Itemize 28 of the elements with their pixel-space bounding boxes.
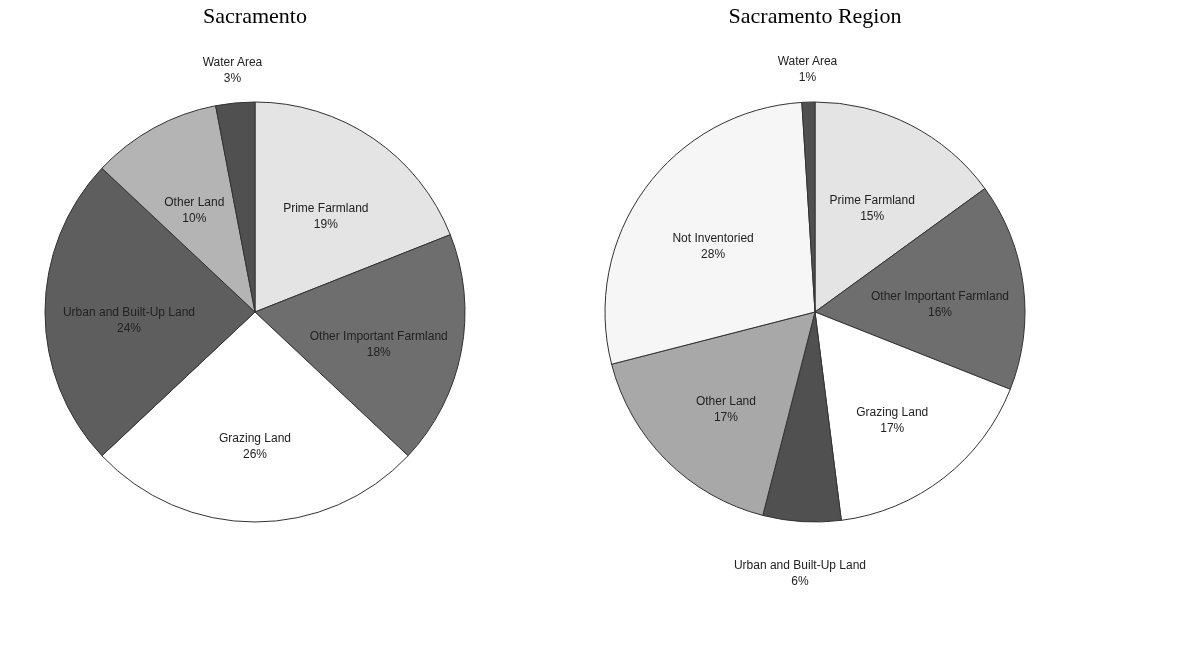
slice-label: Other Important Farmland	[870, 289, 1010, 304]
slice-label: Other Land	[164, 194, 225, 209]
data-label: 6%	[791, 573, 809, 588]
slice-label: Prime Farmland	[829, 192, 915, 207]
data-label: 3%	[223, 70, 242, 85]
slice-label: Other Important Farmland	[309, 328, 448, 343]
data-label: 24%	[116, 321, 142, 335]
data-label: 17%	[880, 420, 905, 435]
data-label: 15%	[860, 208, 885, 223]
data-label: 19%	[313, 216, 339, 231]
slice-label: Water Area	[202, 54, 263, 69]
slice-label: Prime Farmland	[283, 200, 369, 215]
data-label: 17%	[713, 410, 739, 425]
slice-label: Grazing Land	[218, 431, 292, 445]
data-label: 16%	[927, 305, 953, 320]
slice-label: Grazing Land	[856, 404, 929, 419]
data-label: 28%	[701, 246, 726, 261]
data-label: 18%	[366, 344, 392, 359]
data-label: 26%	[242, 447, 268, 461]
chart-title: Sacramento Region	[728, 3, 902, 28]
slice-label: Water Area	[777, 53, 838, 68]
slice-label: Other Land	[695, 394, 756, 409]
chart-title: Sacramento	[203, 3, 307, 28]
slice-label: Urban and Built-Up Land	[62, 305, 196, 319]
slice-label: Urban and Built-Up Land	[733, 557, 867, 572]
data-label: 10%	[182, 210, 207, 225]
slice-label: Not Inventoried	[672, 230, 754, 245]
data-label: 1%	[798, 69, 817, 84]
